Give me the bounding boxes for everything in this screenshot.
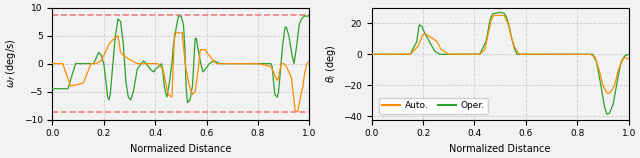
Legend: Auto., Oper.: Auto., Oper. bbox=[379, 98, 488, 114]
Y-axis label: $\theta_i$ (deg): $\theta_i$ (deg) bbox=[324, 44, 337, 83]
X-axis label: Normalized Distance: Normalized Distance bbox=[130, 144, 232, 154]
X-axis label: Normalized Distance: Normalized Distance bbox=[449, 144, 551, 154]
Y-axis label: $\omega_f$ (deg/s): $\omega_f$ (deg/s) bbox=[4, 39, 18, 88]
